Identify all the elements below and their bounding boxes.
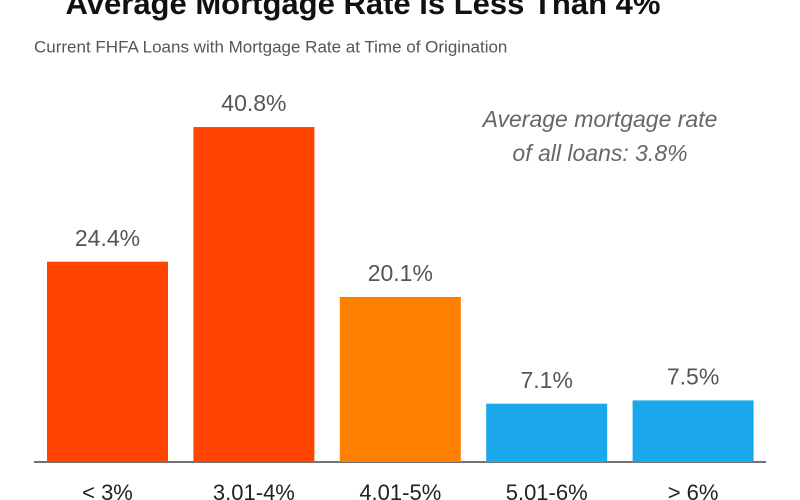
value-label: 7.5% — [667, 364, 719, 390]
bar — [47, 261, 168, 462]
x-tick-label: 4.01-5% — [359, 480, 441, 500]
x-tick-label: < 3% — [82, 480, 133, 500]
bar — [339, 296, 461, 462]
bar — [632, 400, 754, 462]
x-tick-label: 3.01-4% — [213, 480, 295, 500]
value-label: 24.4% — [75, 225, 140, 251]
bar — [486, 403, 608, 462]
chart-title: Average Mortgage Rate Is Less Than 4% — [66, 0, 661, 21]
chart-subtitle: Current FHFA Loans with Mortgage Rate at… — [34, 37, 507, 56]
annotation: of all loans: 3.8% — [512, 140, 687, 166]
value-label: 20.1% — [368, 260, 433, 286]
x-tick-label: > 6% — [668, 480, 719, 500]
annotation: Average mortgage rate — [481, 106, 718, 132]
value-label: 40.8% — [221, 90, 286, 116]
value-label: 7.1% — [520, 367, 572, 393]
x-tick-label: 5.01-6% — [506, 480, 588, 500]
bar — [193, 127, 315, 463]
